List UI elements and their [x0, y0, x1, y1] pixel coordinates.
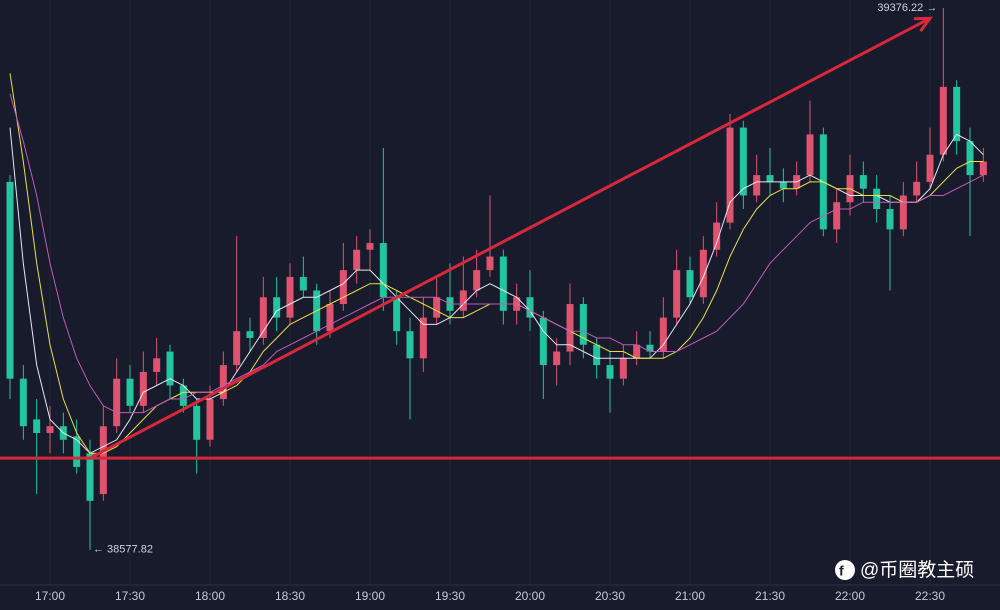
- x-tick-label: 19:30: [435, 589, 465, 603]
- candle-body: [246, 331, 254, 338]
- candle-body: [379, 242, 387, 298]
- candle-body: [646, 344, 654, 352]
- candle-body: [73, 436, 81, 467]
- candle-body: [579, 304, 587, 345]
- candle-body: [726, 127, 734, 223]
- candle-body: [619, 358, 627, 379]
- candle-body: [673, 270, 681, 318]
- candle-body: [353, 249, 361, 271]
- candle-body: [659, 317, 667, 352]
- candle-body: [326, 304, 334, 332]
- watermark: f @币圈教主硕: [835, 559, 974, 581]
- candle-body: [259, 297, 267, 338]
- candle-body: [366, 242, 374, 250]
- candle-body: [633, 344, 641, 359]
- candle-body: [966, 141, 974, 176]
- candle-body: [686, 270, 694, 298]
- candle-body: [473, 270, 481, 291]
- candle-body: [539, 317, 547, 366]
- x-tick-label: 19:00: [355, 589, 385, 603]
- candle-body: [459, 290, 467, 311]
- candle-body: [753, 175, 761, 196]
- candle-body: [6, 181, 14, 379]
- candle-body: [499, 256, 507, 311]
- candle-body: [713, 222, 721, 250]
- candle-body: [139, 371, 147, 406]
- candle-body: [299, 276, 307, 291]
- candle-body: [286, 276, 294, 318]
- candle-body: [273, 297, 281, 318]
- candle-body: [179, 385, 187, 406]
- candle-body: [206, 399, 214, 440]
- candle-body: [806, 134, 814, 176]
- candle-body: [486, 256, 494, 271]
- candle-body: [46, 426, 54, 433]
- ma-line: [9, 93, 984, 414]
- candle-body: [606, 365, 614, 379]
- candle-body: [113, 378, 121, 427]
- candle-body: [593, 344, 601, 366]
- candle-body: [233, 331, 241, 366]
- candle-body: [126, 378, 134, 406]
- candle-body: [19, 378, 27, 427]
- low-label: ← 38577.82: [93, 544, 153, 556]
- candle-body: [433, 297, 441, 318]
- x-tick-label: 22:30: [915, 589, 945, 603]
- candle-body: [393, 297, 401, 332]
- candle-body: [526, 297, 534, 318]
- candle-body: [766, 175, 774, 182]
- candle-body: [406, 331, 414, 359]
- trend-arrowhead: [913, 16, 934, 33]
- candle-body: [193, 405, 201, 440]
- candle-body: [979, 161, 987, 176]
- trend-line: [89, 16, 931, 460]
- watermark-text: @币圈教主硕: [860, 559, 974, 581]
- x-tick-label: 21:00: [675, 589, 705, 603]
- candle-body: [779, 181, 787, 189]
- candle-body: [166, 351, 174, 386]
- x-tick-label: 18:30: [275, 589, 305, 603]
- candle-body: [219, 365, 227, 400]
- candle-body: [926, 154, 934, 182]
- candle-body: [859, 175, 867, 189]
- candle-body: [899, 195, 907, 230]
- x-tick-label: 20:30: [595, 589, 625, 603]
- candle-body: [913, 181, 921, 196]
- high-label: 39376.22 →: [877, 2, 937, 14]
- x-tick-label: 18:00: [195, 589, 225, 603]
- watermark-icon: [835, 560, 855, 580]
- candle-body: [86, 453, 94, 501]
- candle-body: [99, 426, 107, 495]
- candle-body: [833, 202, 841, 230]
- candle-body: [953, 86, 961, 142]
- candle-body: [553, 351, 561, 366]
- watermark-icon-glyph: f: [839, 563, 844, 579]
- candle-body: [886, 209, 894, 230]
- candle-body: [699, 249, 707, 298]
- x-tick-label: 21:30: [755, 589, 785, 603]
- x-tick-label: 17:30: [115, 589, 145, 603]
- x-tick-label: 17:00: [35, 589, 65, 603]
- x-tick-label: 20:00: [515, 589, 545, 603]
- ma-line: [9, 127, 984, 454]
- x-tick-label: 22:00: [835, 589, 865, 603]
- candle-body: [339, 270, 347, 305]
- candle-body: [566, 304, 574, 352]
- candle-body: [939, 86, 947, 155]
- candle-body: [33, 419, 41, 433]
- candle-body: [153, 358, 161, 372]
- candle-body: [873, 188, 881, 210]
- candle-body: [739, 127, 747, 196]
- candle-body: [419, 317, 427, 359]
